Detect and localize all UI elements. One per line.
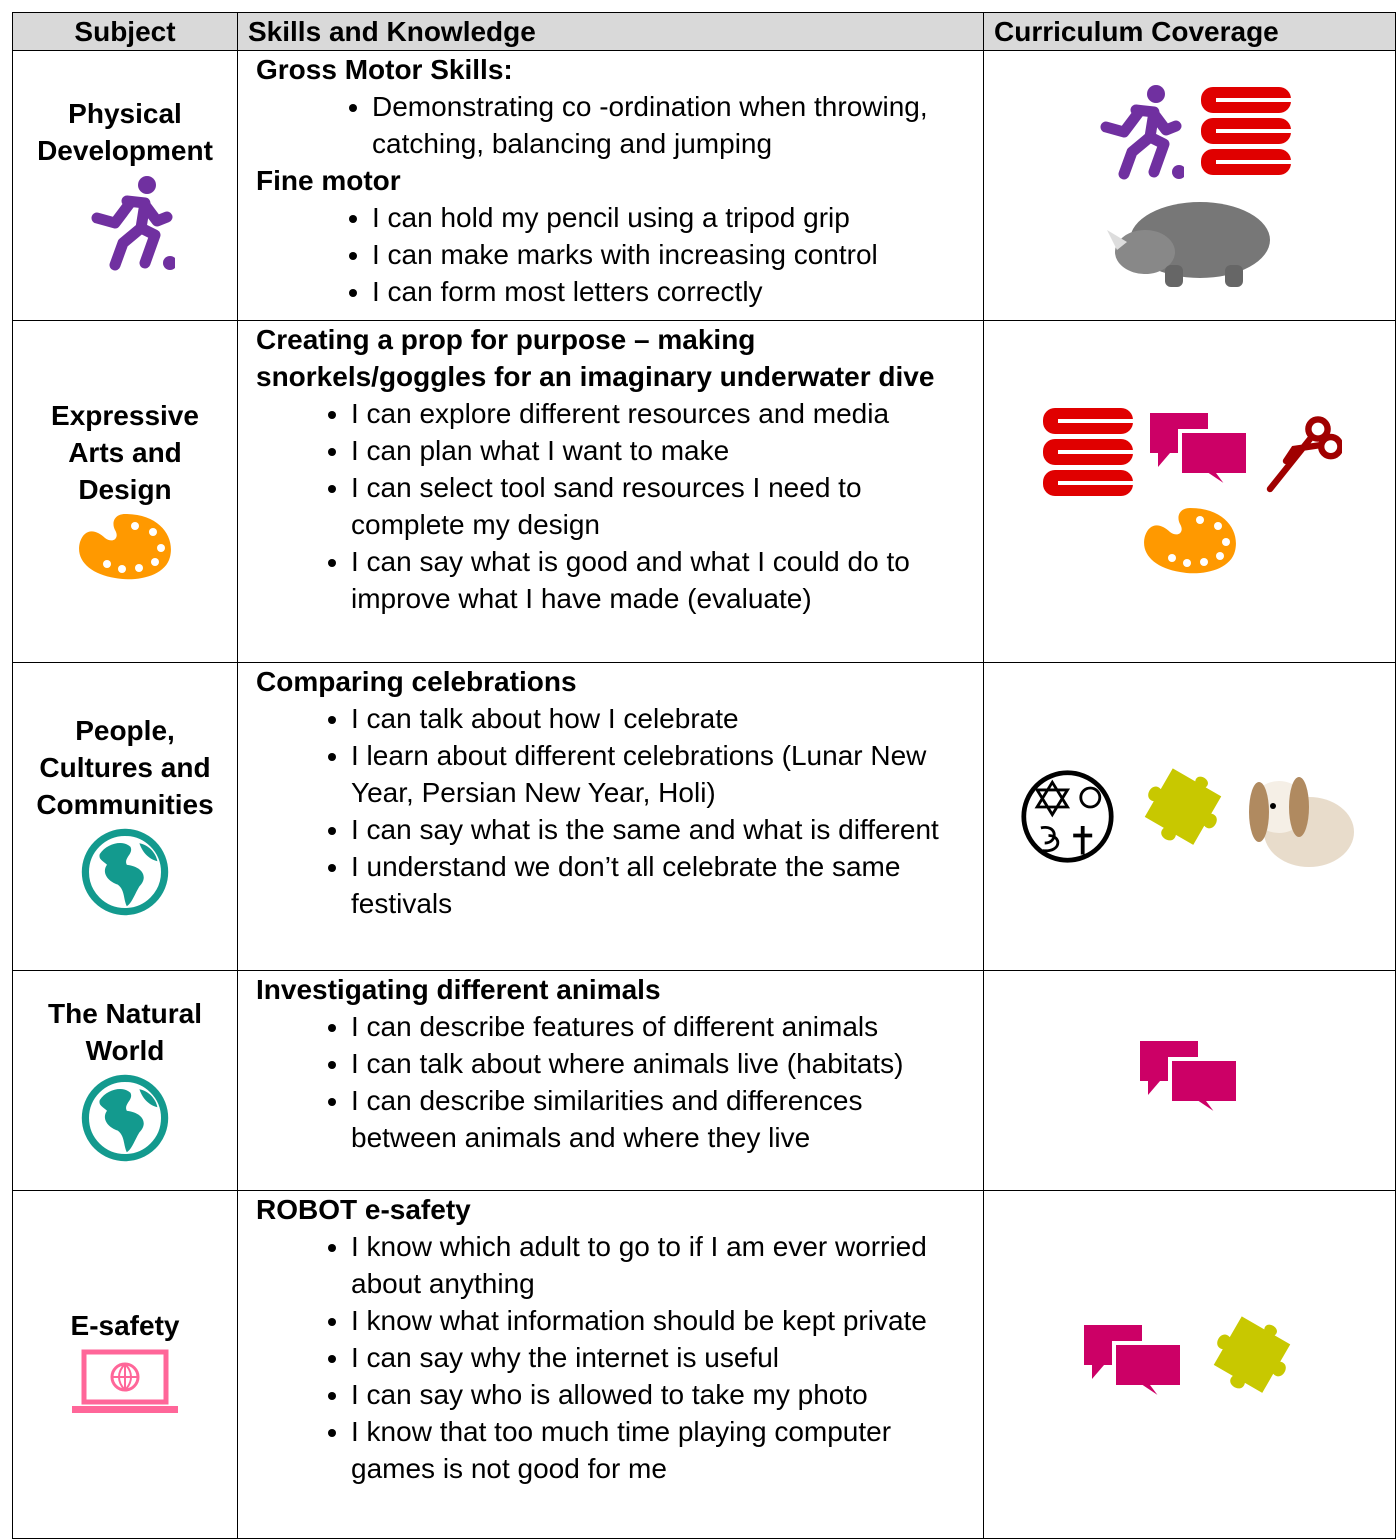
bullet-item: I can say what is good and what I could … <box>351 543 973 617</box>
bullet-item: I can talk about where animals live (hab… <box>351 1045 973 1082</box>
subject-icons <box>23 508 227 586</box>
palette-icon <box>1140 506 1240 576</box>
subject-name: Physical Development <box>37 97 213 166</box>
skills-cell: ROBOT e-safetyI know which adult to go t… <box>237 1190 984 1539</box>
bullet-list: I can explore different resources and me… <box>256 395 973 617</box>
scissors-icon <box>1262 413 1342 493</box>
laptop-icon <box>70 1348 180 1418</box>
skills-cell: Comparing celebrationsI can talk about h… <box>237 662 984 971</box>
bullet-item: I can say why the internet is useful <box>351 1339 973 1376</box>
books-icon <box>1038 408 1138 498</box>
subject-icons <box>23 169 227 277</box>
icon-row <box>994 1037 1385 1125</box>
bullet-item: I can describe similarities and differen… <box>351 1082 973 1156</box>
bullet-list: I can talk about how I celebrateI learn … <box>256 700 973 922</box>
group-heading: ROBOT e-safety <box>256 1194 471 1225</box>
bullet-item: I can hold my pencil using a tripod grip <box>372 199 973 236</box>
subject-cell: People, Cultures and Communities <box>12 662 238 971</box>
group-heading: Gross Motor Skills: <box>256 54 513 85</box>
icon-row <box>994 78 1385 186</box>
bullet-list: I can describe features of different ani… <box>256 1008 973 1156</box>
group-heading: Investigating different animals <box>256 974 661 1005</box>
coverage-cell <box>983 320 1396 663</box>
puzzle-icon <box>1127 767 1227 867</box>
bullet-item: I can form most letters correctly <box>372 273 973 310</box>
subject-cell: Physical Development <box>12 50 238 321</box>
subject-name: Expressive Arts and Design <box>51 400 199 505</box>
table-row: E-safety ROBOT e-safetyI know which adult… <box>12 1190 1396 1539</box>
chat-icon <box>1140 1041 1240 1121</box>
subject-icons <box>23 1344 227 1422</box>
bullet-item: I can plan what I want to make <box>351 432 973 469</box>
bullet-item: I can make marks with increasing control <box>372 236 973 273</box>
group-heading: Comparing celebrations <box>256 666 577 697</box>
group-heading: Creating a prop for purpose – making sno… <box>256 324 935 392</box>
subject-icons <box>23 1069 227 1167</box>
icon-row <box>994 1311 1385 1419</box>
rabbit-icon <box>1239 762 1359 872</box>
group-heading: Fine motor <box>256 165 401 196</box>
header-row: Subject Skills and Knowledge Curriculum … <box>12 12 1396 51</box>
palette-icon <box>75 512 175 582</box>
curriculum-table: Subject Skills and Knowledge Curriculum … <box>12 12 1396 1539</box>
coverage-cell <box>983 50 1396 321</box>
bullet-list: I know which adult to go to if I am ever… <box>256 1228 973 1487</box>
bullet-item: I can talk about how I celebrate <box>351 700 973 737</box>
chat-icon <box>1084 1325 1184 1405</box>
bullet-list: I can hold my pencil using a tripod grip… <box>256 199 973 310</box>
coverage-cell <box>983 1190 1396 1539</box>
globe-icon <box>80 1073 170 1163</box>
subject-cell: E-safety <box>12 1190 238 1539</box>
bullet-item: I learn about different celebrations (Lu… <box>351 737 973 811</box>
table-row: People, Cultures and Communities Comparin… <box>12 662 1396 971</box>
bullet-item: I can select tool sand resources I need … <box>351 469 973 543</box>
bullet-item: I know what information should be kept p… <box>351 1302 973 1339</box>
header-cell: Skills and Knowledge <box>237 12 984 51</box>
skills-cell: Gross Motor Skills:Demonstrating co -ord… <box>237 50 984 321</box>
globe-icon <box>80 827 170 917</box>
table-row: Expressive Arts and Design Creating a pro… <box>12 320 1396 663</box>
subject-cell: Expressive Arts and Design <box>12 320 238 663</box>
books-icon <box>1196 87 1296 177</box>
puzzle-icon <box>1196 1315 1296 1415</box>
subject-name: The Natural World <box>47 997 203 1066</box>
skills-cell: Investigating different animalsI can des… <box>237 970 984 1191</box>
header-cell: Curriculum Coverage <box>983 12 1396 51</box>
coverage-cell <box>983 662 1396 971</box>
bullet-item: I can say who is allowed to take my phot… <box>351 1376 973 1413</box>
runner-icon <box>1084 82 1184 182</box>
icon-row <box>994 404 1385 502</box>
icon-row <box>994 758 1385 876</box>
header-cell: Subject <box>12 12 238 51</box>
table-row: The Natural World Investigating different… <box>12 970 1396 1191</box>
bullet-item: I know that too much time playing comput… <box>351 1413 973 1487</box>
chat-icon <box>1150 413 1250 493</box>
bullet-item: I know which adult to go to if I am ever… <box>351 1228 973 1302</box>
bullet-item: Demonstrating co -ordination when throwi… <box>372 88 973 162</box>
faith-icon <box>1020 769 1115 864</box>
rhino-icon <box>1105 190 1275 290</box>
icon-row <box>994 186 1385 294</box>
bullet-list: Demonstrating co -ordination when throwi… <box>256 88 973 162</box>
subject-name: E-safety <box>70 1310 180 1341</box>
bullet-item: I understand we don’t all celebrate the … <box>351 848 973 922</box>
bullet-item: I can explore different resources and me… <box>351 395 973 432</box>
bullet-item: I can describe features of different ani… <box>351 1008 973 1045</box>
subject-name: People, Cultures and Communities <box>36 715 214 820</box>
runner-icon <box>75 173 175 273</box>
subject-icons <box>23 823 227 921</box>
table-row: Physical Development Gross Motor Skills:D… <box>12 50 1396 321</box>
icon-row <box>994 502 1385 580</box>
table-body: Physical Development Gross Motor Skills:D… <box>12 50 1396 1539</box>
coverage-cell <box>983 970 1396 1191</box>
skills-cell: Creating a prop for purpose – making sno… <box>237 320 984 663</box>
subject-cell: The Natural World <box>12 970 238 1191</box>
bullet-item: I can say what is the same and what is d… <box>351 811 973 848</box>
